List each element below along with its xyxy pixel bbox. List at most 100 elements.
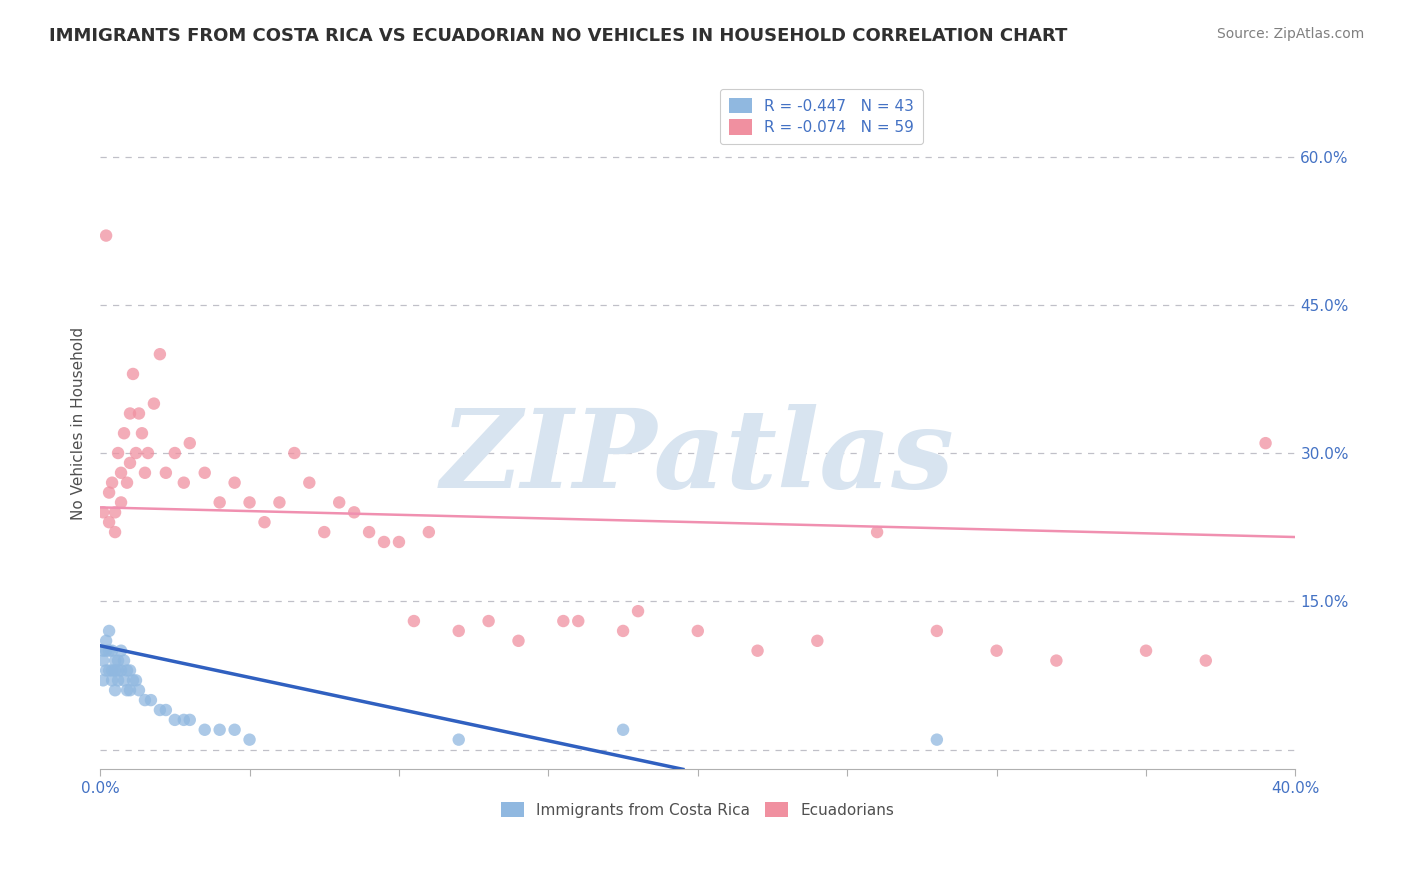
Point (253, 515, 276, 529)
Point (388, 535, 411, 549)
Point (612, 723, 634, 737)
Point (686, 624, 709, 638)
Point (110, 643, 132, 657)
Point (91, 643, 114, 657)
Point (101, 673, 124, 688)
Point (94, 228, 117, 243)
Point (283, 446, 305, 460)
Point (125, 673, 148, 688)
Point (238, 495, 260, 509)
Point (149, 703, 172, 717)
Point (107, 446, 129, 460)
Point (104, 525, 127, 540)
Point (136, 446, 159, 460)
Point (128, 407, 150, 421)
Point (163, 713, 186, 727)
Point (1135, 643, 1157, 657)
Text: Source: ZipAtlas.com: Source: ZipAtlas.com (1216, 27, 1364, 41)
Point (553, 614, 575, 628)
Point (101, 475, 124, 490)
Point (418, 525, 440, 540)
Point (402, 614, 425, 628)
Point (925, 624, 948, 638)
Point (107, 673, 129, 688)
Point (155, 703, 177, 717)
Point (447, 624, 470, 638)
Point (806, 633, 828, 648)
Point (122, 673, 145, 688)
Point (359, 525, 381, 540)
Point (208, 723, 231, 737)
Point (104, 683, 127, 698)
Point (91, 505, 114, 519)
Point (94, 643, 117, 657)
Point (122, 367, 145, 381)
Point (447, 732, 470, 747)
Point (125, 446, 148, 460)
Point (112, 654, 135, 668)
Point (91, 654, 114, 668)
Point (328, 495, 350, 509)
Point (115, 475, 138, 490)
Point (627, 604, 650, 618)
Point (155, 466, 177, 480)
Point (373, 535, 395, 549)
Point (149, 347, 172, 361)
Point (134, 466, 156, 480)
Point (94, 664, 117, 678)
Point (1254, 436, 1277, 450)
Point (110, 466, 132, 480)
Point (98, 624, 121, 638)
Point (110, 664, 132, 678)
Point (925, 732, 948, 747)
Point (139, 693, 162, 707)
Point (104, 505, 127, 519)
Point (478, 614, 501, 628)
Point (128, 683, 150, 698)
Point (194, 466, 217, 480)
Point (112, 426, 135, 441)
Point (118, 683, 141, 698)
Point (104, 654, 127, 668)
Point (134, 693, 156, 707)
Point (118, 407, 141, 421)
Y-axis label: No Vehicles in Household: No Vehicles in Household (72, 326, 86, 520)
Point (104, 664, 127, 678)
Point (173, 475, 195, 490)
Point (567, 614, 589, 628)
Point (131, 426, 153, 441)
Legend: Immigrants from Costa Rica, Ecuadorians: Immigrants from Costa Rica, Ecuadorians (495, 796, 901, 824)
Text: IMMIGRANTS FROM COSTA RICA VS ECUADORIAN NO VEHICLES IN HOUSEHOLD CORRELATION CH: IMMIGRANTS FROM COSTA RICA VS ECUADORIAN… (49, 27, 1067, 45)
Point (115, 683, 138, 698)
Point (269, 495, 291, 509)
Point (612, 624, 634, 638)
Point (866, 525, 889, 540)
Point (224, 723, 246, 737)
Point (173, 713, 195, 727)
Point (98, 485, 121, 500)
Point (142, 396, 165, 410)
Point (238, 732, 260, 747)
Point (107, 654, 129, 668)
Point (208, 495, 231, 509)
Point (112, 673, 135, 688)
Point (101, 664, 124, 678)
Point (314, 525, 336, 540)
Point (194, 723, 217, 737)
Point (986, 643, 1008, 657)
Point (179, 713, 201, 727)
Point (1045, 654, 1067, 668)
Point (298, 475, 321, 490)
Point (101, 643, 124, 657)
Point (118, 664, 141, 678)
Point (343, 505, 366, 519)
Point (1195, 654, 1218, 668)
Point (224, 475, 246, 490)
Point (747, 643, 769, 657)
Point (508, 633, 530, 648)
Text: ZIPatlas: ZIPatlas (441, 404, 955, 512)
Point (179, 436, 201, 450)
Point (91, 673, 114, 688)
Point (163, 446, 186, 460)
Point (98, 515, 121, 529)
